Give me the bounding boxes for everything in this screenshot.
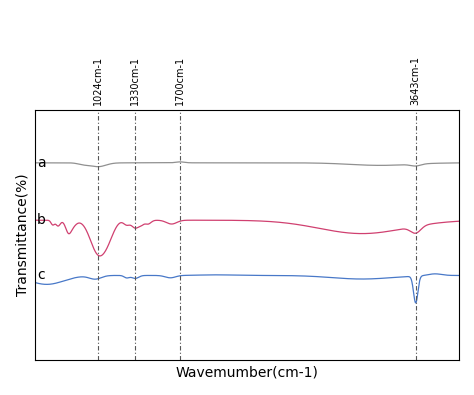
Text: c: c — [37, 269, 45, 282]
Text: 1330cm-1: 1330cm-1 — [130, 56, 140, 105]
Text: a: a — [37, 156, 46, 170]
Text: b: b — [37, 213, 46, 227]
Y-axis label: Transmittance(%): Transmittance(%) — [15, 174, 29, 296]
X-axis label: Wavemumber(cm-1): Wavemumber(cm-1) — [175, 366, 318, 380]
Text: 1700cm-1: 1700cm-1 — [175, 56, 185, 105]
Text: 1024cm-1: 1024cm-1 — [93, 56, 103, 105]
Text: 3643cm-1: 3643cm-1 — [410, 56, 421, 105]
